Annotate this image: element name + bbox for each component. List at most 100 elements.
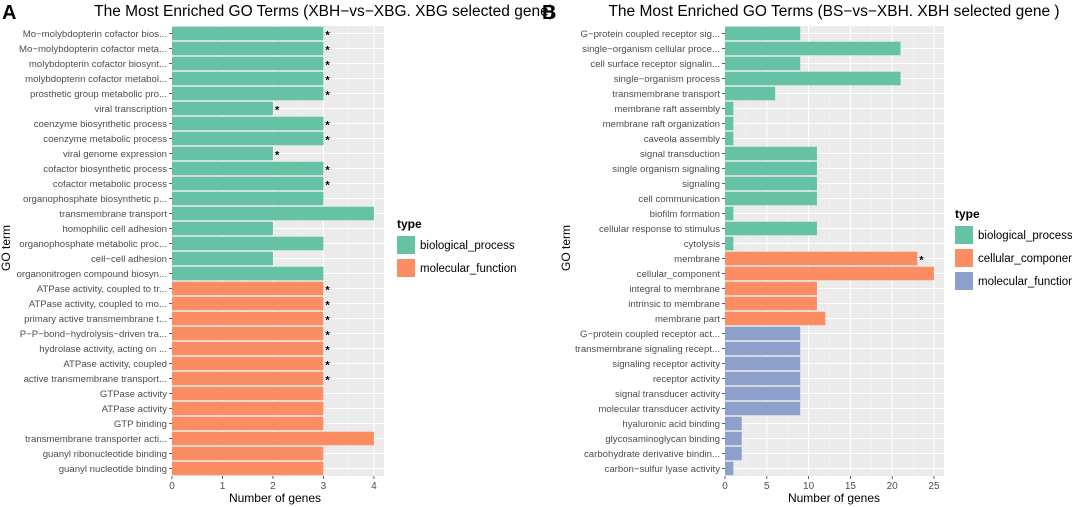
- category-label: homophilic cell adhesion: [62, 224, 167, 235]
- bar-biological_process: [725, 26, 801, 41]
- category-label: transmembrane signaling recept...: [575, 344, 720, 355]
- significance-mark: *: [325, 120, 330, 132]
- category-label: intrinsic to membrane: [628, 299, 720, 310]
- bar-biological_process: [725, 236, 734, 251]
- bar-molecular_function: [172, 461, 324, 476]
- bar-cellular_component: [725, 251, 918, 266]
- panel-a-title: The Most Enriched GO Terms (XBH−vs−XBG. …: [94, 3, 554, 20]
- significance-mark: *: [325, 345, 330, 357]
- bar-biological_process: [172, 206, 374, 221]
- bar-molecular_function: [172, 371, 324, 386]
- bar-biological_process: [172, 56, 324, 71]
- significance-mark: *: [325, 75, 330, 87]
- category-label: single organism signaling: [612, 164, 720, 175]
- bar-cellular_component: [725, 281, 817, 296]
- bar-molecular_function: [725, 446, 742, 461]
- category-label: hyaluronic acid binding: [622, 419, 720, 430]
- bar-molecular_function: [172, 431, 374, 446]
- category-label: ATPase activity, coupled to tr...: [37, 284, 167, 295]
- category-label: single−organism cellular proce...: [582, 44, 720, 55]
- bar-biological_process: [172, 116, 324, 131]
- category-label: viral transcription: [94, 104, 167, 115]
- category-label: cellular_component: [637, 269, 721, 280]
- category-label: organonitrogen compound biosyn...: [17, 269, 167, 280]
- bar-molecular_function: [172, 416, 324, 431]
- panel-b-letter: B: [542, 2, 556, 24]
- bar-molecular_function: [172, 356, 324, 371]
- bar-molecular_function: [172, 281, 324, 296]
- bar-biological_process: [172, 266, 324, 281]
- category-label: membrane raft organization: [603, 119, 720, 130]
- category-label: organophosphate biosynthetic p...: [23, 194, 167, 205]
- significance-mark: *: [325, 375, 330, 387]
- bar-molecular_function: [172, 311, 324, 326]
- panel-a-letter: A: [2, 2, 16, 24]
- category-label: single−organism process: [614, 74, 721, 85]
- bar-molecular_function: [725, 326, 801, 341]
- category-label: carbohydrate derivative bindin...: [584, 449, 720, 460]
- panel-b-xlabel: Number of genes: [788, 491, 880, 505]
- category-label: molybdopterin cofactor metabol...: [25, 74, 167, 85]
- x-tick-label: 1: [220, 481, 226, 492]
- bar-biological_process: [172, 131, 324, 146]
- category-label: G−protein coupled receptor sig...: [581, 29, 720, 40]
- panel-a: A The Most Enriched GO Terms (XBH−vs−XBG…: [0, 2, 554, 505]
- panel-a-ylabel: GO term: [0, 225, 13, 271]
- legend-title: type: [397, 217, 422, 231]
- bar-biological_process: [172, 251, 273, 266]
- legend-swatch: [955, 249, 973, 267]
- bar-biological_process: [172, 101, 273, 116]
- significance-mark: *: [325, 360, 330, 372]
- category-label: transmembrane transporter acti...: [25, 434, 167, 445]
- category-label: integral to membrane: [629, 284, 720, 295]
- category-label: receptor activity: [653, 374, 720, 385]
- category-label: biofilm formation: [650, 209, 720, 220]
- bar-molecular_function: [725, 371, 801, 386]
- x-tick-label: 0: [169, 481, 175, 492]
- category-label: caveola assembly: [644, 134, 720, 145]
- bar-biological_process: [725, 191, 817, 206]
- category-label: P−P−bond−hydrolysis−driven tra...: [20, 329, 167, 340]
- category-label: prosthetic group metabolic pro...: [30, 89, 167, 100]
- bar-molecular_function: [172, 296, 324, 311]
- category-label: ATPase activity: [102, 404, 168, 415]
- bar-biological_process: [172, 236, 324, 251]
- significance-mark: *: [325, 45, 330, 57]
- significance-mark: *: [325, 180, 330, 192]
- significance-mark: *: [325, 60, 330, 72]
- x-tick-label: 15: [845, 481, 857, 492]
- bar-molecular_function: [725, 356, 801, 371]
- bar-biological_process: [172, 26, 324, 41]
- legend-swatch: [955, 226, 973, 244]
- significance-mark: *: [275, 105, 280, 117]
- bar-biological_process: [172, 86, 324, 101]
- category-label: cofactor metabolic process: [53, 179, 167, 190]
- bar-molecular_function: [172, 386, 324, 401]
- bar-molecular_function: [172, 341, 324, 356]
- category-label: Mo−molybdopterin cofactor meta...: [19, 44, 167, 55]
- bar-biological_process: [725, 116, 734, 131]
- category-label: cellular response to stimulus: [599, 224, 720, 235]
- panel-b-legend: type biological_process cellular_component…: [955, 207, 1072, 290]
- category-label: transmembrane transport: [612, 89, 720, 100]
- category-label: cofactor biosynthetic process: [43, 164, 167, 175]
- category-label: guanyl nucleotide binding: [59, 464, 167, 475]
- panel-b-plot: G−protein coupled receptor sig... single−…: [575, 26, 944, 492]
- bar-biological_process: [172, 161, 324, 176]
- category-label: glycosaminoglycan binding: [605, 434, 720, 445]
- bar-biological_process: [172, 41, 324, 56]
- panel-b: B The Most Enriched GO Terms (BS−vs−XBH.…: [542, 2, 1072, 505]
- category-label: primary active transmembrane t...: [24, 314, 167, 325]
- bar-biological_process: [725, 161, 817, 176]
- x-tick-label: 20: [887, 481, 899, 492]
- x-tick-label: 25: [928, 481, 940, 492]
- panel-b-ylabel: GO term: [559, 225, 573, 271]
- bar-molecular_function: [725, 461, 734, 476]
- significance-mark: *: [325, 90, 330, 102]
- category-label: molecular transducer activity: [598, 404, 720, 415]
- category-label: membrane raft assembly: [614, 104, 720, 115]
- panel-a-xlabel: Number of genes: [229, 491, 321, 505]
- category-label: GTP binding: [114, 419, 167, 430]
- legend-title: type: [955, 207, 980, 221]
- legend-label: molecular_function: [978, 276, 1072, 288]
